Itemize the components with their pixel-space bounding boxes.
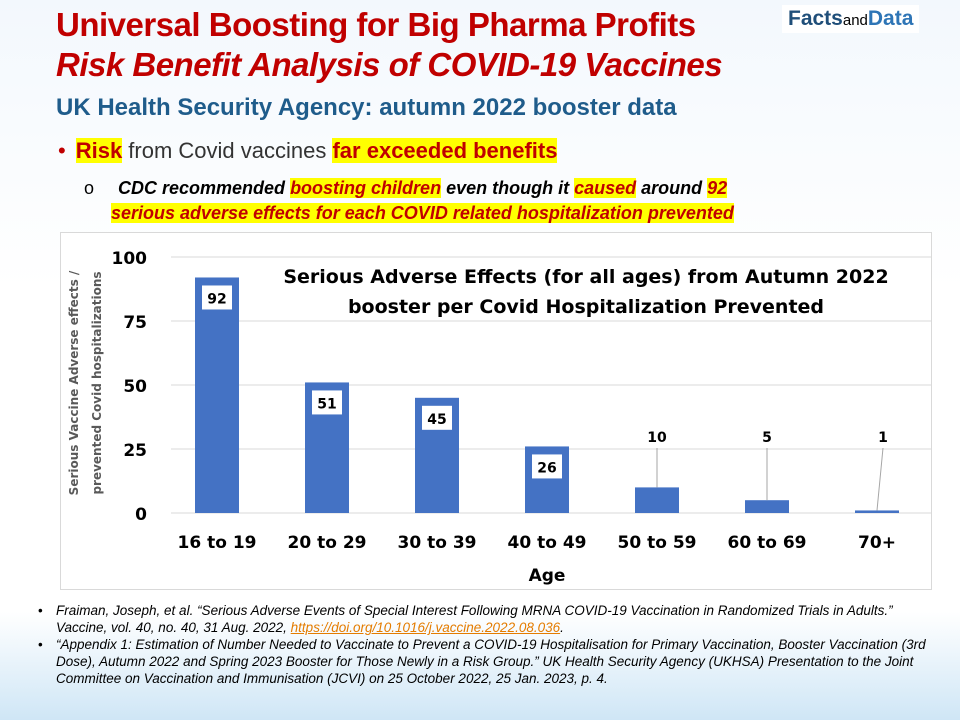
y-tick-label: 25 [123,441,147,461]
bar-chart: Serious Adverse Effects (for all ages) f… [60,232,932,590]
data-label: 10 [647,430,667,446]
x-tick-label: 20 to 29 [288,533,367,553]
data-label: 92 [207,291,226,307]
y-axis-label-2: prevented Covid hospitalizations [90,271,104,494]
bar [855,510,899,513]
x-tick-label: 60 to 69 [728,533,807,553]
data-label-box [202,285,232,310]
data-label-box [532,454,562,479]
x-tick-label: 30 to 39 [398,533,477,553]
data-label: 45 [427,412,446,428]
bar [745,500,789,513]
x-tick-label: 70+ [858,533,896,553]
title-line-2: Risk Benefit Analysis of COVID-19 Vaccin… [56,46,723,83]
y-tick-label: 75 [123,313,147,333]
x-tick-label: 40 to 49 [508,533,587,553]
data-label: 5 [762,430,772,446]
y-axis-label-1: Serious Vaccine Adverse effects / [67,270,81,495]
bar [195,277,239,513]
subtitle: UK Health Security Agency: autumn 2022 b… [56,94,677,121]
bar [635,487,679,513]
reference-2: “Appendix 1: Estimation of Number Needed… [38,636,938,687]
data-label-box [312,390,342,415]
x-axis-label: Age [529,566,566,586]
chart-title-line-2: booster per Covid Hospitalization Preven… [348,296,824,318]
y-tick-label: 0 [135,505,147,525]
title-line-1: Universal Boosting for Big Pharma Profit… [56,6,696,43]
data-label: 51 [317,396,336,412]
x-tick-label: 50 to 59 [618,533,697,553]
y-tick-label: 50 [123,377,147,397]
data-label: 26 [537,460,556,476]
references: Fraiman, Joseph, et al. “Serious Adverse… [38,602,938,687]
factsanddata-logo: FactsandData [782,5,920,33]
y-tick-label: 100 [112,249,148,269]
leader-line [876,447,884,511]
reference-1: Fraiman, Joseph, et al. “Serious Adverse… [38,602,938,636]
doi-link[interactable]: https://doi.org/10.1016/j.vaccine.2022.0… [290,620,561,635]
chart-title-line-1: Serious Adverse Effects (for all ages) f… [283,266,888,288]
data-label-box [422,405,452,430]
sub-bullet-cdc: o CDC recommended boosting children even … [84,178,734,223]
x-tick-label: 16 to 19 [178,533,257,553]
bullet-risk: • Risk from Covid vaccines far exceeded b… [58,138,558,163]
data-label: 1 [878,430,888,446]
